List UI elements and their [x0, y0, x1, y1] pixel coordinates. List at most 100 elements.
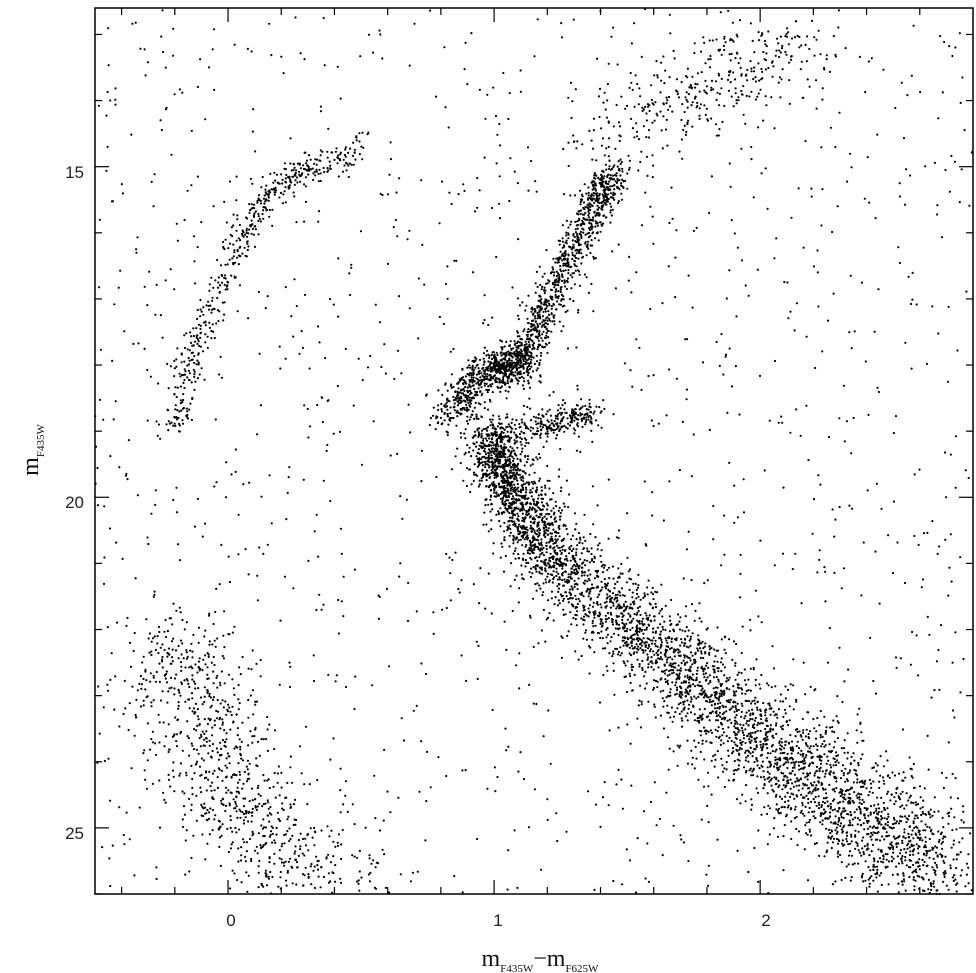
data-point [516, 512, 519, 515]
data-point [615, 596, 619, 599]
data-point [507, 369, 510, 372]
data-point [869, 813, 872, 816]
data-point [696, 647, 699, 650]
data-point [793, 817, 796, 820]
data-point [720, 723, 723, 726]
data-point [539, 548, 542, 551]
data-point [552, 274, 556, 277]
data-point [485, 427, 488, 430]
data-point [730, 721, 733, 725]
data-point [516, 494, 520, 497]
data-point [880, 815, 883, 818]
data-point [635, 588, 638, 592]
data-point [651, 607, 654, 610]
data-point [594, 610, 597, 613]
data-point [884, 827, 887, 830]
data-point [754, 730, 757, 734]
data-point [494, 455, 497, 458]
data-point [790, 837, 793, 841]
data-point [797, 752, 800, 755]
data-point [821, 742, 824, 746]
data-point [967, 853, 970, 856]
data-point [450, 383, 453, 386]
data-point [886, 807, 889, 810]
data-point [557, 587, 561, 590]
data-point [489, 424, 492, 427]
data-point [517, 366, 520, 369]
data-point [626, 660, 629, 663]
data-point [766, 738, 769, 741]
data-point [862, 822, 865, 825]
data-point [601, 637, 604, 640]
data-point [525, 488, 528, 491]
data-point [913, 888, 916, 892]
data-point [714, 655, 717, 658]
data-point [774, 759, 777, 762]
data-point [678, 669, 681, 672]
data-point [857, 792, 860, 795]
data-point [846, 772, 849, 775]
data-point [873, 865, 877, 868]
data-point [652, 686, 656, 690]
data-point [750, 803, 754, 807]
data-point [789, 734, 792, 737]
data-point [565, 555, 568, 558]
data-point [541, 497, 545, 500]
data-point [517, 347, 520, 350]
data-point [596, 224, 600, 227]
data-point [910, 768, 913, 771]
data-point [520, 443, 523, 446]
data-point [533, 362, 537, 366]
data-point [537, 494, 540, 497]
data-point [499, 474, 503, 477]
data-point [683, 644, 686, 647]
data-point [878, 780, 881, 783]
data-point [435, 415, 438, 418]
data-point [645, 614, 648, 617]
data-point [754, 678, 757, 682]
data-point [773, 776, 776, 779]
data-point [754, 696, 757, 699]
data-point [750, 798, 753, 801]
data-point [712, 699, 715, 703]
data-point [683, 700, 686, 703]
data-point [768, 760, 771, 763]
data-point [851, 799, 854, 802]
data-point [539, 456, 542, 459]
data-point [766, 812, 769, 816]
data-point [668, 630, 672, 633]
data-point [720, 669, 723, 673]
data-point [601, 571, 605, 574]
data-point [949, 864, 952, 867]
data-point [831, 730, 834, 733]
data-point [816, 748, 819, 751]
data-point [812, 798, 815, 801]
data-point [827, 804, 830, 807]
data-point [687, 646, 690, 649]
data-point [501, 481, 504, 484]
data-point [638, 630, 641, 634]
data-point [580, 262, 583, 265]
data-point [863, 845, 866, 848]
data-point [577, 577, 580, 580]
data-point [460, 377, 463, 380]
data-point [508, 455, 511, 458]
data-point [524, 491, 528, 494]
data-point [488, 398, 491, 401]
data-point [558, 535, 561, 538]
data-point [664, 678, 667, 681]
data-point [440, 402, 443, 406]
data-point [731, 752, 734, 755]
data-point [499, 525, 502, 528]
data-point [543, 515, 546, 518]
data-point [583, 513, 586, 516]
data-point [536, 582, 539, 585]
data-point [887, 860, 891, 863]
data-point [506, 465, 509, 468]
data-point [849, 796, 852, 800]
data-point [546, 323, 550, 326]
data-point [536, 348, 539, 351]
data-point [882, 779, 885, 782]
data-point [719, 683, 722, 686]
data-point [466, 386, 469, 389]
